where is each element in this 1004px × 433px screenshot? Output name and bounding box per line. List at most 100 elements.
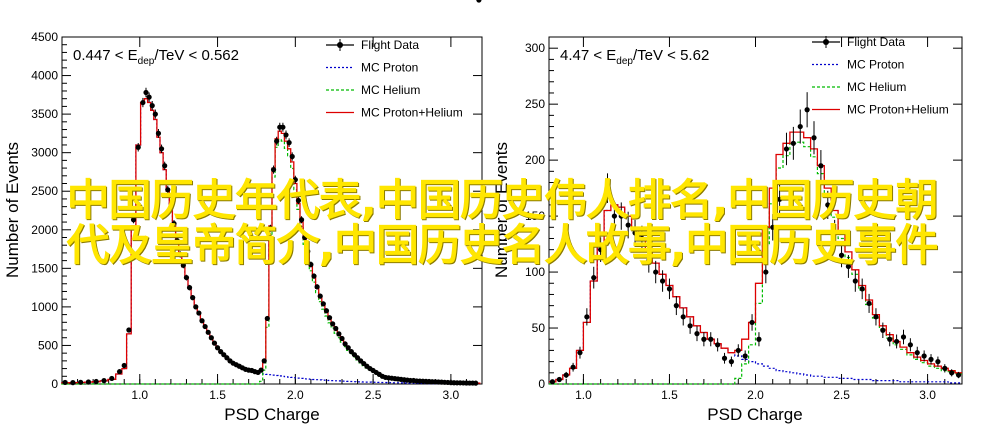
flight-data-point xyxy=(149,103,155,109)
y-tick-label: 4000 xyxy=(31,69,58,83)
series-mc-helium xyxy=(549,141,962,385)
legend-label: MC Proton xyxy=(847,58,904,72)
flight-data-point xyxy=(101,378,107,384)
flight-data-point xyxy=(563,372,569,378)
flight-data-point xyxy=(199,318,205,324)
flight-data-point xyxy=(183,274,190,281)
flight-data-point xyxy=(556,376,562,383)
flight-data-point xyxy=(171,221,177,227)
flight-data-point xyxy=(935,359,941,365)
flight-data-point xyxy=(653,269,659,275)
y-tick-label: 3000 xyxy=(31,146,58,160)
flight-data-point xyxy=(783,146,790,152)
x-axis-label: PSD Charge xyxy=(707,405,802,424)
x-tick-label: 2.0 xyxy=(287,388,304,402)
flight-data-point xyxy=(914,350,920,356)
y-tick-label: 500 xyxy=(38,338,58,352)
flight-data-point xyxy=(632,230,638,236)
flight-data-point xyxy=(214,345,221,351)
flight-data-point xyxy=(659,278,666,284)
flight-data-point xyxy=(618,213,624,219)
y-axis-label: Number of Events xyxy=(492,142,511,278)
flight-data-point xyxy=(258,367,264,373)
flight-data-point xyxy=(811,135,817,141)
flight-data-point xyxy=(611,213,617,219)
flight-data-point xyxy=(333,325,339,332)
flight-data-point xyxy=(928,356,934,362)
flight-data-point xyxy=(894,338,900,345)
flight-data-point xyxy=(208,335,214,341)
flight-data-point xyxy=(866,300,872,307)
flight-data-point xyxy=(180,262,186,268)
flight-data-point xyxy=(292,177,298,183)
x-tick-label: 3.0 xyxy=(919,388,936,402)
flight-data-point xyxy=(186,285,193,291)
legend-label: MC Proton+Helium xyxy=(847,103,949,117)
y-tick-label: 150 xyxy=(525,209,545,223)
series-mc-proton xyxy=(549,204,962,384)
flight-data-point xyxy=(955,372,962,378)
flight-data-point xyxy=(85,379,92,385)
flight-data-point xyxy=(666,286,673,292)
flight-data-point xyxy=(873,314,879,320)
flight-data-point xyxy=(577,350,583,356)
legend-swatch-marker xyxy=(337,42,343,48)
flight-data-point xyxy=(326,315,333,321)
flight-data-point xyxy=(880,327,886,333)
flight-data-point xyxy=(639,235,645,242)
flight-data-point xyxy=(289,153,295,160)
flight-data-point xyxy=(687,323,693,329)
series-mc-total xyxy=(549,131,962,383)
flight-data-point xyxy=(298,217,305,223)
flight-data-point xyxy=(174,237,180,244)
flight-data-point xyxy=(887,336,893,342)
x-tick-label: 1.5 xyxy=(209,388,226,402)
flight-data-point xyxy=(155,130,162,136)
right-chart-panel: 0 50 100 150 200 250 300 1.0 1.5 2.0 2.5 3.0 PSD Cha… xyxy=(492,35,963,424)
flight-data-point xyxy=(270,167,277,173)
flight-data-point xyxy=(152,111,158,117)
flight-data-point xyxy=(267,225,274,231)
flight-data-point xyxy=(721,355,728,361)
legend-label: MC Proton+Helium xyxy=(361,106,463,120)
y-tick-label: 0 xyxy=(51,377,58,391)
flight-data-point xyxy=(93,378,99,385)
flight-data-point xyxy=(770,224,776,230)
flight-data-point xyxy=(286,140,292,146)
flight-data-point xyxy=(476,0,482,3)
flight-data-point xyxy=(261,358,267,364)
series-mc-proton xyxy=(61,98,475,385)
flight-data-point xyxy=(305,248,311,254)
flight-data-point xyxy=(584,314,590,320)
left-chart-panel: 0 500 1000 1500 2000 2500 3000 3500 4000 4500 1.0 1… xyxy=(3,0,483,424)
legend-label: MC Helium xyxy=(361,83,420,97)
flight-data-point xyxy=(907,342,913,348)
flight-data-point xyxy=(330,321,336,327)
flight-data-point xyxy=(942,365,948,371)
flight-data-point xyxy=(694,331,700,337)
flight-data-point xyxy=(570,364,576,370)
flight-data-point xyxy=(308,261,314,268)
flight-data-point xyxy=(274,138,280,144)
flight-data-point xyxy=(859,286,865,292)
flight-data-point xyxy=(193,304,199,310)
flight-data-point xyxy=(177,251,183,258)
flight-data-point xyxy=(109,375,115,382)
flight-data-point xyxy=(838,252,845,258)
flight-data-point xyxy=(749,319,755,326)
flight-data-point xyxy=(473,380,479,386)
x-tick-label: 1.0 xyxy=(575,388,592,402)
flight-data-point xyxy=(549,379,556,385)
flight-data-point xyxy=(921,353,927,359)
y-tick-label: 250 xyxy=(525,97,545,111)
flight-data-point xyxy=(317,293,323,299)
flight-data-point xyxy=(126,327,132,333)
flight-data-point xyxy=(302,234,308,241)
flight-data-point xyxy=(311,273,317,279)
flight-data-point xyxy=(756,336,762,342)
flight-data-point xyxy=(283,132,289,138)
flight-data-point xyxy=(320,301,326,307)
y-tick-label: 1000 xyxy=(31,300,58,314)
flight-data-point xyxy=(143,89,149,96)
flight-data-point xyxy=(146,94,152,100)
